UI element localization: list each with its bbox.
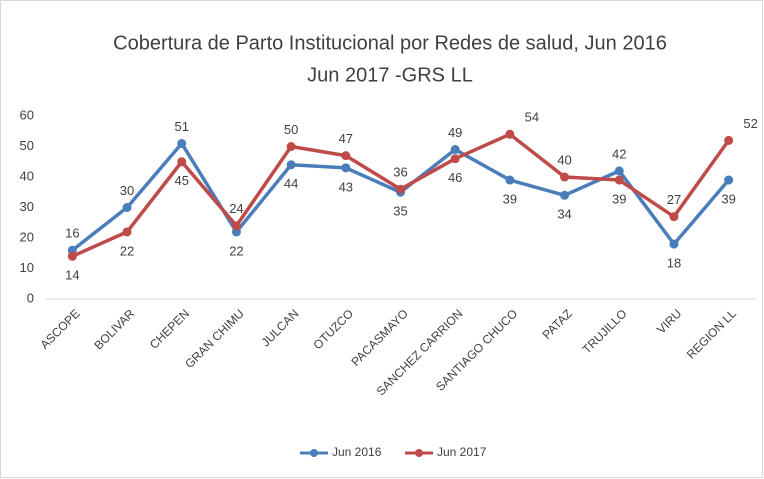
y-tick-label: 20 (20, 229, 34, 244)
data-point (396, 184, 405, 194)
data-point (67, 251, 77, 261)
data-point (505, 129, 515, 139)
data-label: 51 (174, 119, 188, 134)
data-point (231, 221, 241, 231)
data-label: 39 (503, 191, 517, 206)
data-label: 39 (721, 191, 735, 206)
chart-title: Jun 2017 -GRS LL (307, 64, 473, 86)
legend-label: Jun 2017 (437, 445, 487, 459)
y-tick-label: 40 (20, 168, 34, 183)
data-label: 40 (557, 152, 571, 167)
data-label: 22 (229, 243, 243, 258)
data-point (505, 175, 515, 185)
data-point (450, 154, 460, 164)
data-point (669, 212, 679, 222)
data-label: 39 (612, 191, 626, 206)
data-label: 35 (393, 204, 407, 219)
data-label: 43 (339, 179, 353, 194)
legend-marker (415, 449, 423, 457)
data-point (177, 157, 187, 167)
data-point (450, 145, 460, 155)
data-label: 16 (65, 226, 79, 241)
legend-label: Jun 2016 (332, 445, 382, 459)
data-label: 50 (284, 122, 298, 137)
data-label: 44 (284, 176, 298, 191)
y-tick-label: 30 (20, 199, 34, 214)
y-tick-label: 10 (20, 260, 34, 275)
data-label: 54 (525, 110, 539, 125)
data-point (560, 190, 570, 200)
data-label: 52 (743, 116, 757, 131)
data-label: 42 (612, 146, 626, 161)
y-tick-label: 50 (20, 138, 34, 153)
data-point (177, 138, 187, 148)
data-point (286, 142, 296, 151)
data-point (669, 239, 679, 249)
data-label: 27 (667, 192, 681, 207)
data-point (560, 172, 570, 182)
y-tick-label: 0 (27, 290, 34, 305)
data-label: 36 (393, 165, 407, 180)
data-label: 49 (448, 125, 462, 140)
data-point (614, 166, 624, 176)
data-label: 47 (339, 131, 353, 146)
data-label: 45 (174, 173, 188, 188)
data-label: 14 (65, 268, 79, 283)
data-point (122, 227, 132, 237)
data-point (724, 175, 734, 185)
data-label: 24 (229, 201, 243, 216)
data-point (341, 163, 351, 173)
y-tick-label: 60 (20, 107, 34, 122)
data-label: 18 (667, 256, 681, 271)
data-point (341, 151, 351, 161)
legend-marker (310, 449, 318, 457)
data-point (614, 175, 624, 185)
data-point (724, 135, 734, 145)
data-label: 30 (120, 183, 134, 198)
data-label: 34 (557, 207, 571, 222)
chart-title: Cobertura de Parto Institucional por Red… (113, 32, 667, 54)
data-label: 22 (120, 243, 134, 258)
data-label: 46 (448, 170, 462, 185)
data-point (286, 160, 296, 170)
data-point (122, 203, 132, 212)
